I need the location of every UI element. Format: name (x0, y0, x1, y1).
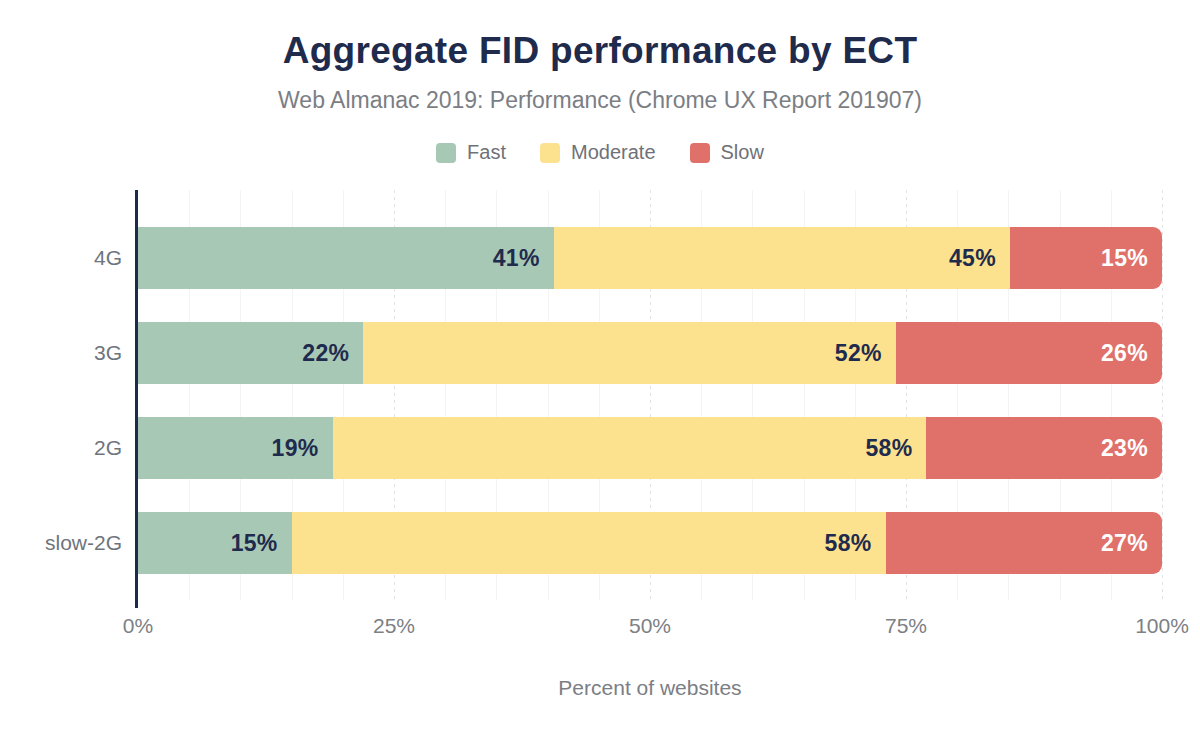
gridline-major (1162, 190, 1163, 600)
y-tick-label-slow-2G: slow-2G (0, 512, 122, 574)
y-tick-label-3G: 3G (0, 322, 122, 384)
bar-row-4G: 41% 45% 15% (138, 227, 1162, 289)
bar-value-label: 15% (1101, 245, 1162, 272)
x-tick-label: 0% (123, 614, 153, 638)
bar-segment-fast: 22% (138, 322, 363, 384)
bar-segment-slow: 27% (886, 512, 1162, 574)
bar-segment-moderate: 58% (292, 512, 886, 574)
legend-item-fast: Fast (436, 141, 506, 164)
legend-item-slow: Slow (690, 141, 764, 164)
bar-segment-moderate: 52% (363, 322, 895, 384)
bar-value-label: 23% (1101, 435, 1162, 462)
bar-segment-fast: 41% (138, 227, 554, 289)
bar-value-label: 41% (493, 245, 554, 272)
bar-segment-slow: 23% (926, 417, 1162, 479)
bar-segment-slow: 15% (1010, 227, 1162, 289)
legend-swatch-icon (690, 143, 710, 163)
x-tick-label: 50% (629, 614, 671, 638)
bar-value-label: 22% (302, 340, 363, 367)
bar-row-3G: 22% 52% 26% (138, 322, 1162, 384)
bar-segment-moderate: 45% (554, 227, 1010, 289)
bar-value-label: 27% (1101, 530, 1162, 557)
x-tick-label: 75% (885, 614, 927, 638)
chart-title: Aggregate FID performance by ECT (0, 30, 1200, 72)
x-tick-label: 25% (373, 614, 415, 638)
bar-segment-fast: 15% (138, 512, 292, 574)
x-axis-title: Percent of websites (138, 676, 1162, 700)
bar-row-slow-2G: 15% 58% 27% (138, 512, 1162, 574)
legend-item-moderate: Moderate (540, 141, 656, 164)
legend-label: Slow (721, 141, 764, 164)
bar-segment-moderate: 58% (333, 417, 927, 479)
legend: Fast Moderate Slow (0, 141, 1200, 164)
bar-segment-fast: 19% (138, 417, 333, 479)
x-axis-ticks: 0%25%50%75%100% (138, 614, 1162, 640)
legend-label: Fast (467, 141, 506, 164)
bar-value-label: 26% (1101, 340, 1162, 367)
legend-swatch-icon (436, 143, 456, 163)
y-axis-labels: 4G 3G 2G slow-2G (0, 190, 122, 608)
bar-value-label: 19% (272, 435, 333, 462)
chart-subtitle: Web Almanac 2019: Performance (Chrome UX… (0, 87, 1200, 114)
bar-row-2G: 19% 58% 23% (138, 417, 1162, 479)
y-tick-label-2G: 2G (0, 417, 122, 479)
bar-value-label: 58% (825, 530, 886, 557)
bar-segment-slow: 26% (896, 322, 1162, 384)
bar-value-label: 45% (949, 245, 1010, 272)
plot-area: 41% 45% 15% 22% 52% 26% 19% 58% 23% 15% 58% 27% (138, 190, 1162, 608)
x-tick-label: 100% (1135, 614, 1189, 638)
bar-value-label: 52% (835, 340, 896, 367)
y-tick-label-4G: 4G (0, 227, 122, 289)
legend-label: Moderate (571, 141, 656, 164)
bar-value-label: 15% (231, 530, 292, 557)
legend-swatch-icon (540, 143, 560, 163)
bar-value-label: 58% (866, 435, 927, 462)
